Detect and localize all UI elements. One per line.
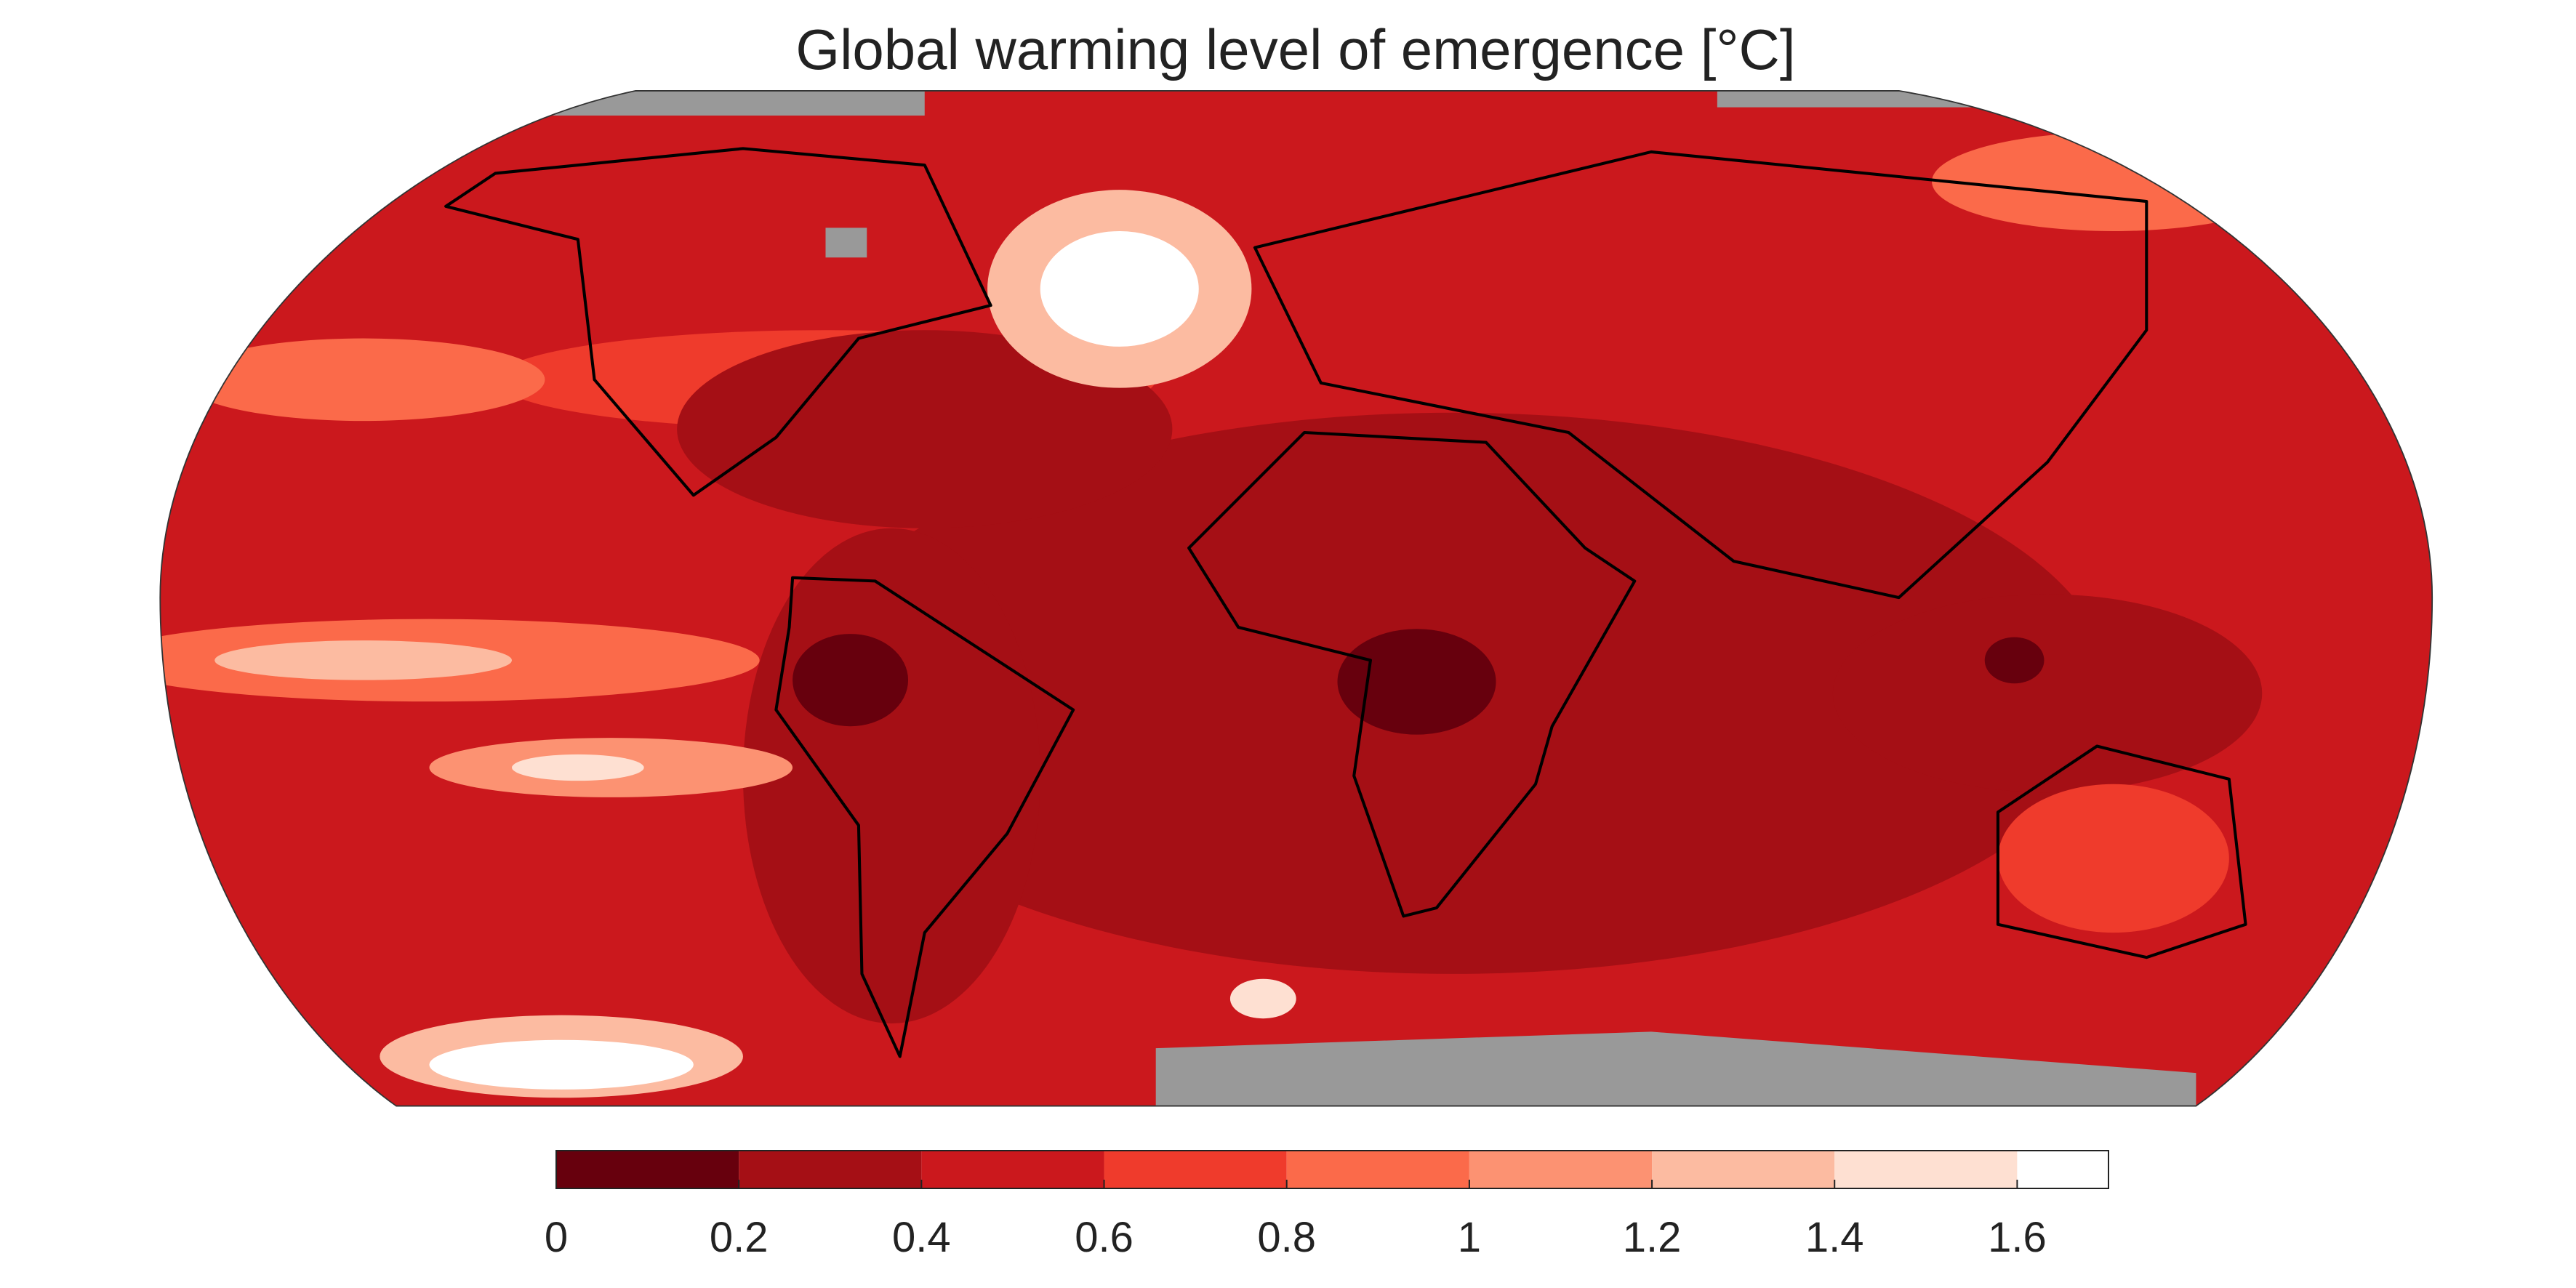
colorbar-segment [921,1151,1104,1188]
colorbar-tick-label: 0.6 [1075,1214,1133,1261]
map [159,89,2433,1107]
colorbar-tick-label: 1 [1458,1214,1481,1261]
map-region [214,640,513,680]
map-field [160,90,2433,1106]
colorbar-segment [1286,1151,1469,1188]
missing-region [1717,90,2048,108]
colorbar-segment [1834,1151,2018,1188]
map-frame [159,89,2433,1107]
map-region [677,330,1173,528]
map-region [1337,629,1496,735]
colorbar-tick-label: 0.4 [892,1214,951,1261]
colorbar-segment [1469,1151,1653,1188]
colorbar-tick-label: 1.2 [1623,1214,1682,1261]
coastline [444,147,992,497]
colorbar-tick-label: 0.2 [710,1214,769,1261]
coastlines [444,147,2247,1058]
colorbar-segment [556,1151,739,1188]
chart-title: Global warming level of emergence [°C] [795,17,1795,81]
map-region [512,754,644,781]
missing-region [495,90,925,116]
colorbar-tick-label: 1.4 [1805,1214,1864,1261]
coastline [1187,430,1637,918]
colorbar-segment [1652,1151,1835,1188]
map-region [1040,230,1199,347]
colorbar-segment [739,1151,922,1188]
colorbar-segment [2017,1151,2108,1188]
map-region [1984,637,2045,684]
colorbar-tick-label: 1.6 [1988,1214,2047,1261]
colorbar-frame [555,1150,2109,1189]
map-region [1229,978,1296,1019]
map-region [429,1039,694,1090]
coastline [1253,150,2148,600]
colorbar-tick-label: 0.8 [1257,1214,1316,1261]
map-region [1832,594,2263,793]
map-region [793,634,909,727]
colorbar-segment [1104,1151,1287,1188]
missing-region [1155,1031,2196,1106]
map-region [742,528,1040,1024]
map-region [1932,132,2295,231]
map-region [1997,784,2229,933]
missing-region [825,228,867,258]
coastline [1996,744,2247,959]
colorbar-tick-label: 0 [545,1214,568,1261]
coastline [774,576,1075,1058]
map-region [181,338,545,422]
